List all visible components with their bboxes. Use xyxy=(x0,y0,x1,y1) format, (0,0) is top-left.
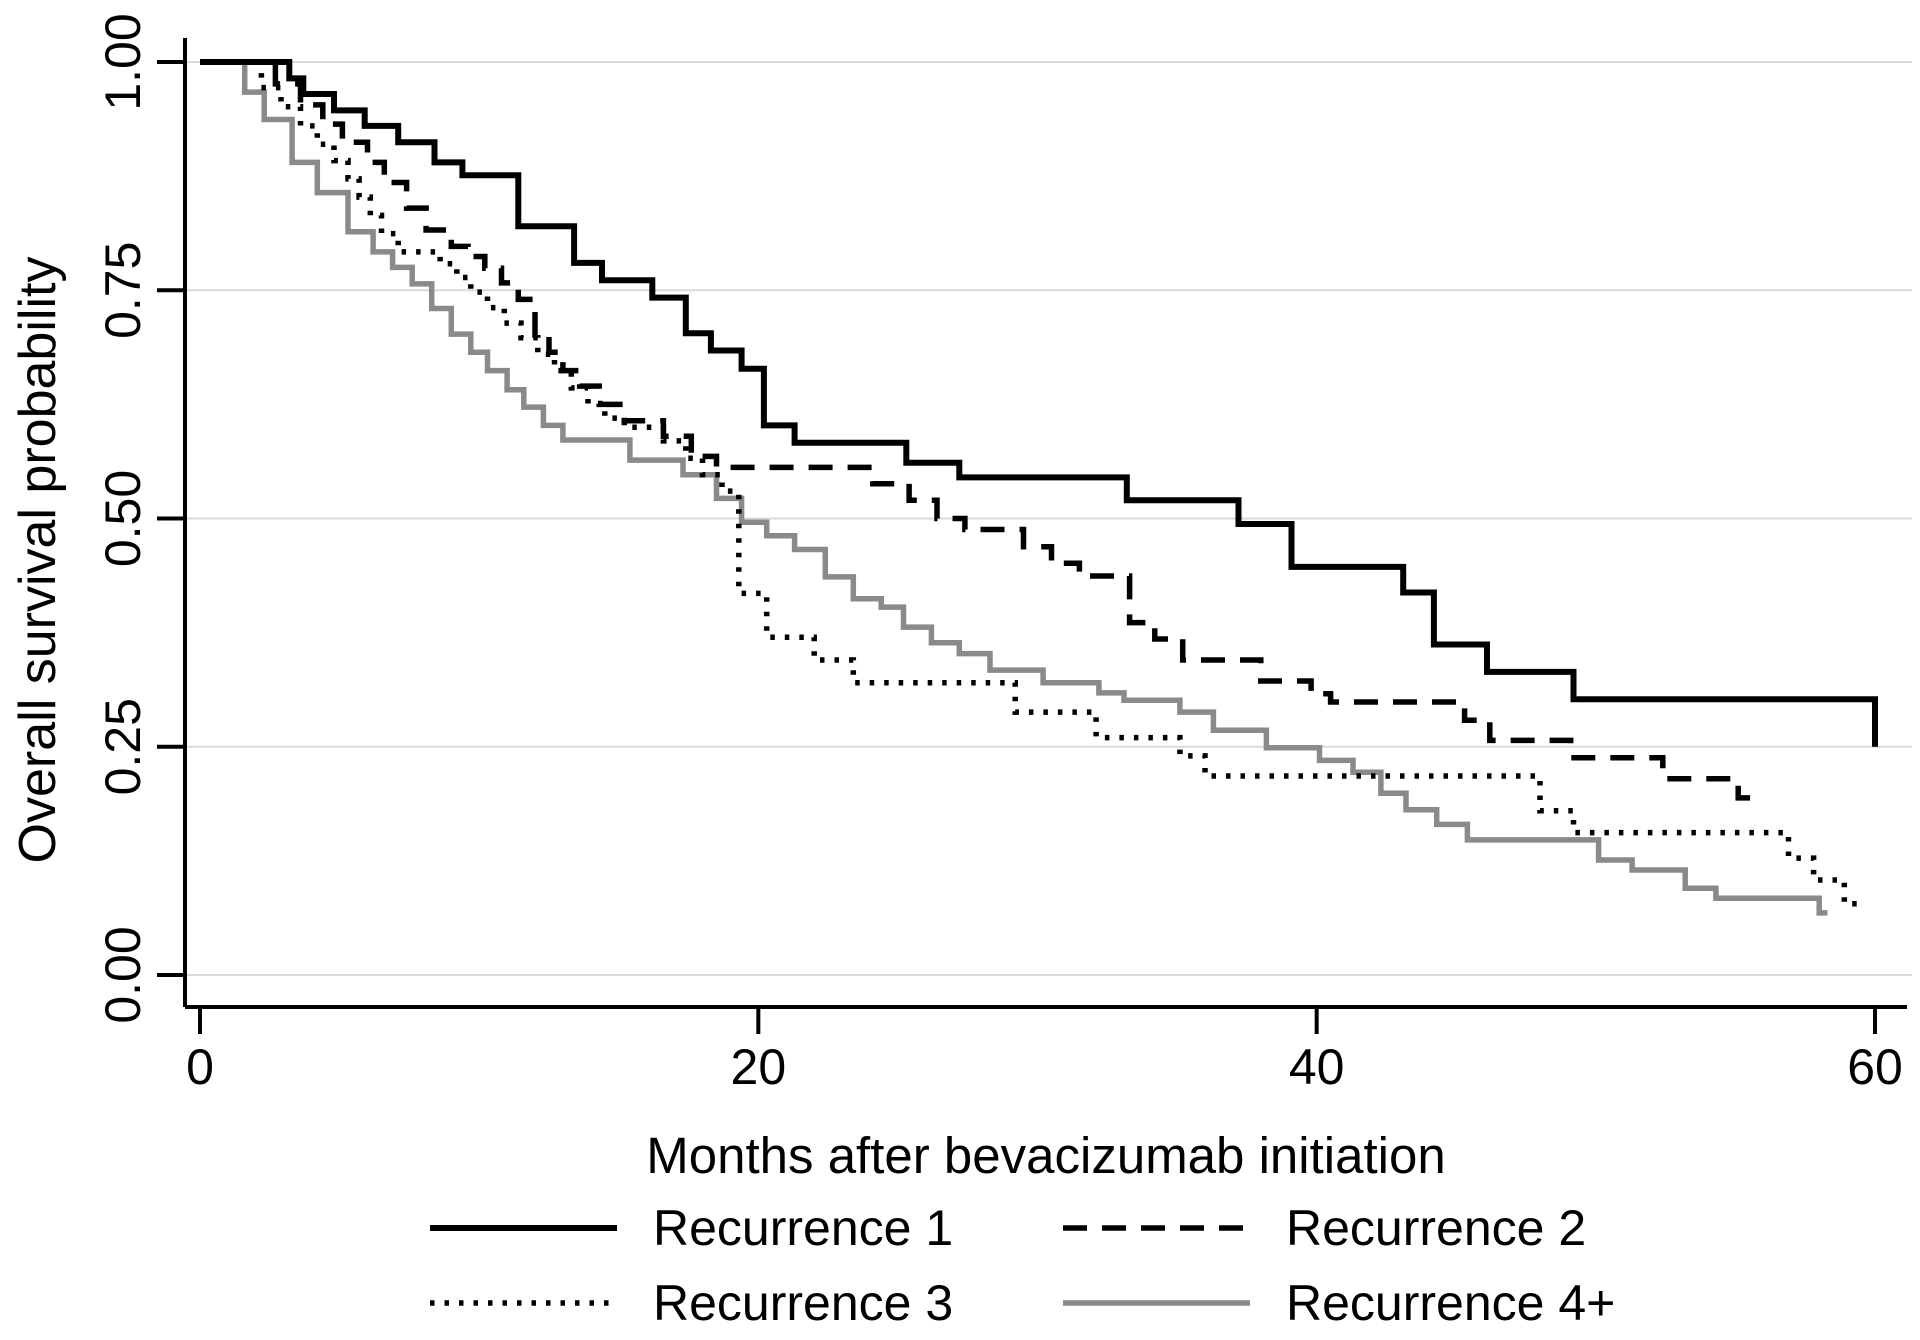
y-tick-label: 0.50 xyxy=(95,470,151,567)
series-line-recurrence-3 xyxy=(200,59,1859,907)
y-axis-title: Overall survival probability xyxy=(9,256,67,864)
series-line-recurrence-1 xyxy=(200,59,1878,747)
series-line-recurrence-4 xyxy=(200,59,1828,916)
x-tick-label: 40 xyxy=(1289,1039,1345,1095)
x-tick-label: 0 xyxy=(186,1039,214,1095)
series-line-recurrence-2 xyxy=(200,59,1755,801)
x-tick-label: 20 xyxy=(731,1039,787,1095)
y-tick-label: 0.25 xyxy=(95,698,151,795)
y-tick-label: 0.00 xyxy=(95,926,151,1023)
y-tick-label: 1.00 xyxy=(95,13,151,110)
y-tick-label: 0.75 xyxy=(95,242,151,339)
x-axis-title: Months after bevacizumab initiation xyxy=(646,1127,1446,1184)
x-tick-label: 60 xyxy=(1847,1039,1903,1095)
